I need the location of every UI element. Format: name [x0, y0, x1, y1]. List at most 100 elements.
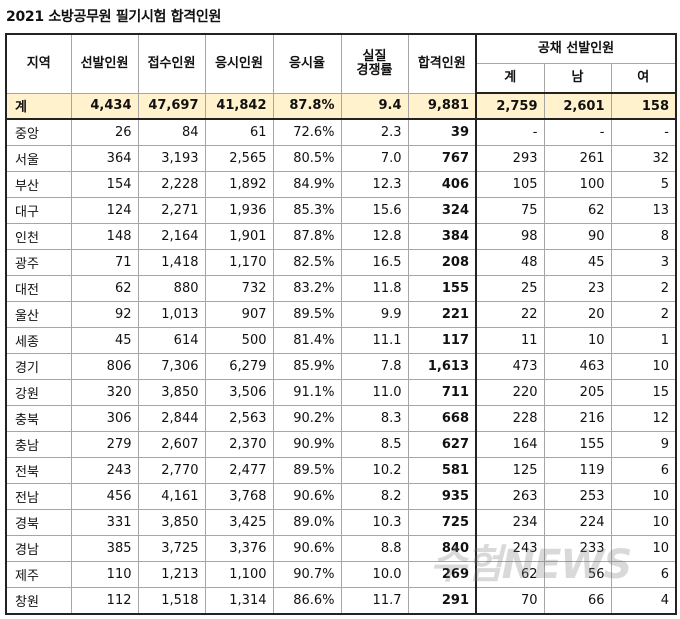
value-cell: 907 — [204, 301, 274, 328]
value-cell: 1 — [610, 327, 677, 354]
value-cell: 45 — [543, 249, 612, 276]
value-cell: 1,901 — [204, 223, 274, 250]
value-cell: 269 — [407, 561, 477, 588]
value-cell: 293 — [475, 145, 545, 172]
data-row: 광주 71 1,418 1,170 82.5% 16.5 208 48 45 3 — [5, 249, 677, 276]
data-row: 충북 306 2,844 2,563 90.2% 8.3 668 228 216 12 — [5, 405, 677, 432]
value-cell: 2 — [610, 301, 677, 328]
value-cell: 3 — [610, 249, 677, 276]
value-cell: 4 — [610, 587, 677, 615]
value-cell: 4,434 — [70, 92, 139, 120]
column-header: 남 — [543, 63, 612, 94]
value-cell: - — [610, 118, 677, 146]
value-cell: 331 — [70, 509, 139, 536]
region-cell: 충남 — [5, 431, 72, 458]
value-cell: 98 — [475, 223, 545, 250]
value-cell: 463 — [543, 353, 612, 380]
value-cell: 3,850 — [137, 509, 206, 536]
region-cell: 경남 — [5, 535, 72, 562]
value-cell: 279 — [70, 431, 139, 458]
value-cell: 70 — [475, 587, 545, 615]
value-cell: 8.2 — [340, 483, 409, 510]
value-cell: 10 — [610, 353, 677, 380]
data-row: 경북 331 3,850 3,425 89.0% 10.3 725 234 224 10 — [5, 509, 677, 536]
data-row: 충남 279 2,607 2,370 90.9% 8.5 627 164 155 9 — [5, 431, 677, 458]
data-row: 세종 45 614 500 81.4% 11.1 117 11 10 1 — [5, 327, 677, 354]
value-cell: 320 — [70, 379, 139, 406]
value-cell: 581 — [407, 457, 477, 484]
value-cell: 2,228 — [137, 171, 206, 198]
value-cell: 2,770 — [137, 457, 206, 484]
value-cell: 228 — [475, 405, 545, 432]
value-cell: 11.0 — [340, 379, 409, 406]
value-cell: 243 — [70, 457, 139, 484]
value-cell: 243 — [475, 535, 545, 562]
value-cell: 3,425 — [204, 509, 274, 536]
value-cell: 154 — [70, 171, 139, 198]
region-cell: 계 — [5, 92, 72, 120]
value-cell: 25 — [475, 275, 545, 302]
value-cell: 80.5% — [272, 145, 342, 172]
table-body: 계 4,434 47,697 41,842 87.8% 9.4 9,881 2,759 2,60… — [5, 92, 677, 615]
value-cell: 66 — [543, 587, 612, 615]
group-header: 공채 선발인원 — [475, 33, 677, 64]
value-cell: 473 — [475, 353, 545, 380]
value-cell: 12 — [610, 405, 677, 432]
value-cell: 155 — [543, 431, 612, 458]
value-cell: 7.0 — [340, 145, 409, 172]
value-cell: 1,213 — [137, 561, 206, 588]
value-cell: 71 — [70, 249, 139, 276]
value-cell: 216 — [543, 405, 612, 432]
value-cell: 1,418 — [137, 249, 206, 276]
value-cell: 8.5 — [340, 431, 409, 458]
column-header: 지역 — [5, 33, 72, 94]
value-cell: 208 — [407, 249, 477, 276]
value-cell: 2,271 — [137, 197, 206, 224]
value-cell: 92 — [70, 301, 139, 328]
value-cell: 62 — [70, 275, 139, 302]
value-cell: 2,477 — [204, 457, 274, 484]
value-cell: 11.7 — [340, 587, 409, 615]
value-cell: 306 — [70, 405, 139, 432]
data-row: 경기 806 7,306 6,279 85.9% 7.8 1,613 473 463 10 — [5, 353, 677, 380]
value-cell: 291 — [407, 587, 477, 615]
value-cell: 84.9% — [272, 171, 342, 198]
value-cell: 91.1% — [272, 379, 342, 406]
value-cell: 89.5% — [272, 457, 342, 484]
region-cell: 대전 — [5, 275, 72, 302]
value-cell: 614 — [137, 327, 206, 354]
value-cell: 89.0% — [272, 509, 342, 536]
value-cell: 880 — [137, 275, 206, 302]
value-cell: 87.8% — [272, 223, 342, 250]
value-cell: 6 — [610, 457, 677, 484]
data-row: 경남 385 3,725 3,376 90.6% 8.8 840 243 233 10 — [5, 535, 677, 562]
data-row: 인천 148 2,164 1,901 87.8% 12.8 384 98 90 8 — [5, 223, 677, 250]
value-cell: 85.9% — [272, 353, 342, 380]
value-cell: 324 — [407, 197, 477, 224]
data-row: 부산 154 2,228 1,892 84.9% 12.3 406 105 100 5 — [5, 171, 677, 198]
value-cell: 89.5% — [272, 301, 342, 328]
value-cell: 261 — [543, 145, 612, 172]
value-cell: 2,844 — [137, 405, 206, 432]
value-cell: 1,100 — [204, 561, 274, 588]
data-row: 서울 364 3,193 2,565 80.5% 7.0 767 293 261 32 — [5, 145, 677, 172]
value-cell: 732 — [204, 275, 274, 302]
value-cell: 7.8 — [340, 353, 409, 380]
value-cell: 5 — [610, 171, 677, 198]
value-cell: 10 — [610, 535, 677, 562]
value-cell: 221 — [407, 301, 477, 328]
value-cell: 385 — [70, 535, 139, 562]
value-cell: 47,697 — [137, 92, 206, 120]
value-cell: 456 — [70, 483, 139, 510]
value-cell: 224 — [543, 509, 612, 536]
value-cell: 20 — [543, 301, 612, 328]
value-cell: 112 — [70, 587, 139, 615]
value-cell: 10.2 — [340, 457, 409, 484]
value-cell: 8.3 — [340, 405, 409, 432]
column-header: 여 — [610, 63, 677, 94]
value-cell: 12.3 — [340, 171, 409, 198]
value-cell: 10.0 — [340, 561, 409, 588]
value-cell: 205 — [543, 379, 612, 406]
value-cell: 117 — [407, 327, 477, 354]
